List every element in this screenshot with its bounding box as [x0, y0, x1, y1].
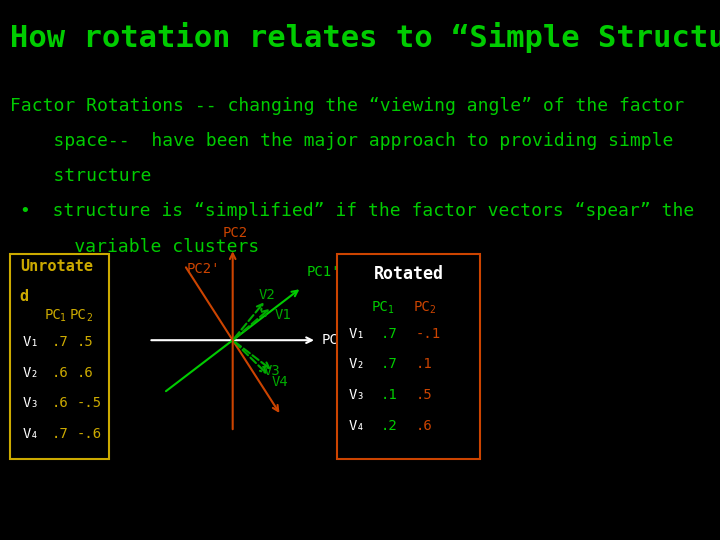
Text: -.1: -.1 [416, 327, 441, 341]
Text: .5: .5 [416, 388, 433, 402]
Text: -.6: -.6 [77, 427, 102, 441]
Text: V₂: V₂ [349, 357, 366, 372]
Text: .5: .5 [77, 335, 94, 349]
Text: V₁: V₁ [22, 335, 39, 349]
Text: .6: .6 [77, 366, 94, 380]
Text: PC2: PC2 [222, 226, 248, 240]
Text: 🐸: 🐸 [469, 510, 480, 529]
Text: V3: V3 [264, 364, 280, 378]
Text: PC2': PC2' [187, 262, 220, 276]
Text: PC: PC [372, 300, 388, 314]
Text: .6: .6 [52, 366, 68, 380]
Text: .1: .1 [381, 388, 398, 402]
Text: variable clusters: variable clusters [20, 238, 259, 255]
Text: PC1': PC1' [307, 266, 340, 279]
Text: V1: V1 [274, 308, 291, 322]
Text: structure: structure [10, 167, 151, 185]
Text: PC: PC [45, 308, 61, 322]
FancyBboxPatch shape [337, 254, 480, 459]
Text: .7: .7 [381, 327, 398, 341]
Text: .6: .6 [52, 396, 68, 410]
Text: 2: 2 [86, 313, 92, 323]
Text: V₁: V₁ [349, 327, 366, 341]
Text: PC1: PC1 [322, 333, 347, 347]
Text: •  structure is “simplified” if the factor vectors “spear” the: • structure is “simplified” if the facto… [20, 202, 694, 220]
Text: How rotation relates to “Simple Structure”: How rotation relates to “Simple Structur… [10, 22, 720, 52]
Text: .1: .1 [416, 357, 433, 372]
FancyBboxPatch shape [10, 254, 109, 459]
Text: PC: PC [413, 300, 430, 314]
Text: V₂: V₂ [22, 366, 39, 380]
Text: 1: 1 [387, 305, 394, 315]
Text: 1: 1 [60, 313, 66, 323]
Text: V₄: V₄ [22, 427, 39, 441]
Text: Factor Rotations -- changing the “viewing angle” of the factor: Factor Rotations -- changing the “viewin… [10, 97, 684, 115]
Text: .6: .6 [416, 419, 433, 433]
Text: Unrotate: Unrotate [20, 259, 93, 274]
Text: -.5: -.5 [77, 396, 102, 410]
Text: PC: PC [69, 308, 86, 322]
Text: .7: .7 [52, 335, 68, 349]
Text: 2: 2 [430, 305, 436, 315]
Text: V4: V4 [272, 375, 289, 389]
Text: V₄: V₄ [349, 419, 366, 433]
Text: space--  have been the major approach to providing simple: space-- have been the major approach to … [10, 132, 673, 150]
Text: V₃: V₃ [22, 396, 39, 410]
Text: .7: .7 [52, 427, 68, 441]
Text: .2: .2 [381, 419, 398, 433]
Text: .7: .7 [381, 357, 398, 372]
Text: V2: V2 [258, 288, 275, 302]
Text: Rotated: Rotated [374, 265, 444, 282]
Text: V₃: V₃ [349, 388, 366, 402]
Text: d: d [20, 289, 29, 304]
